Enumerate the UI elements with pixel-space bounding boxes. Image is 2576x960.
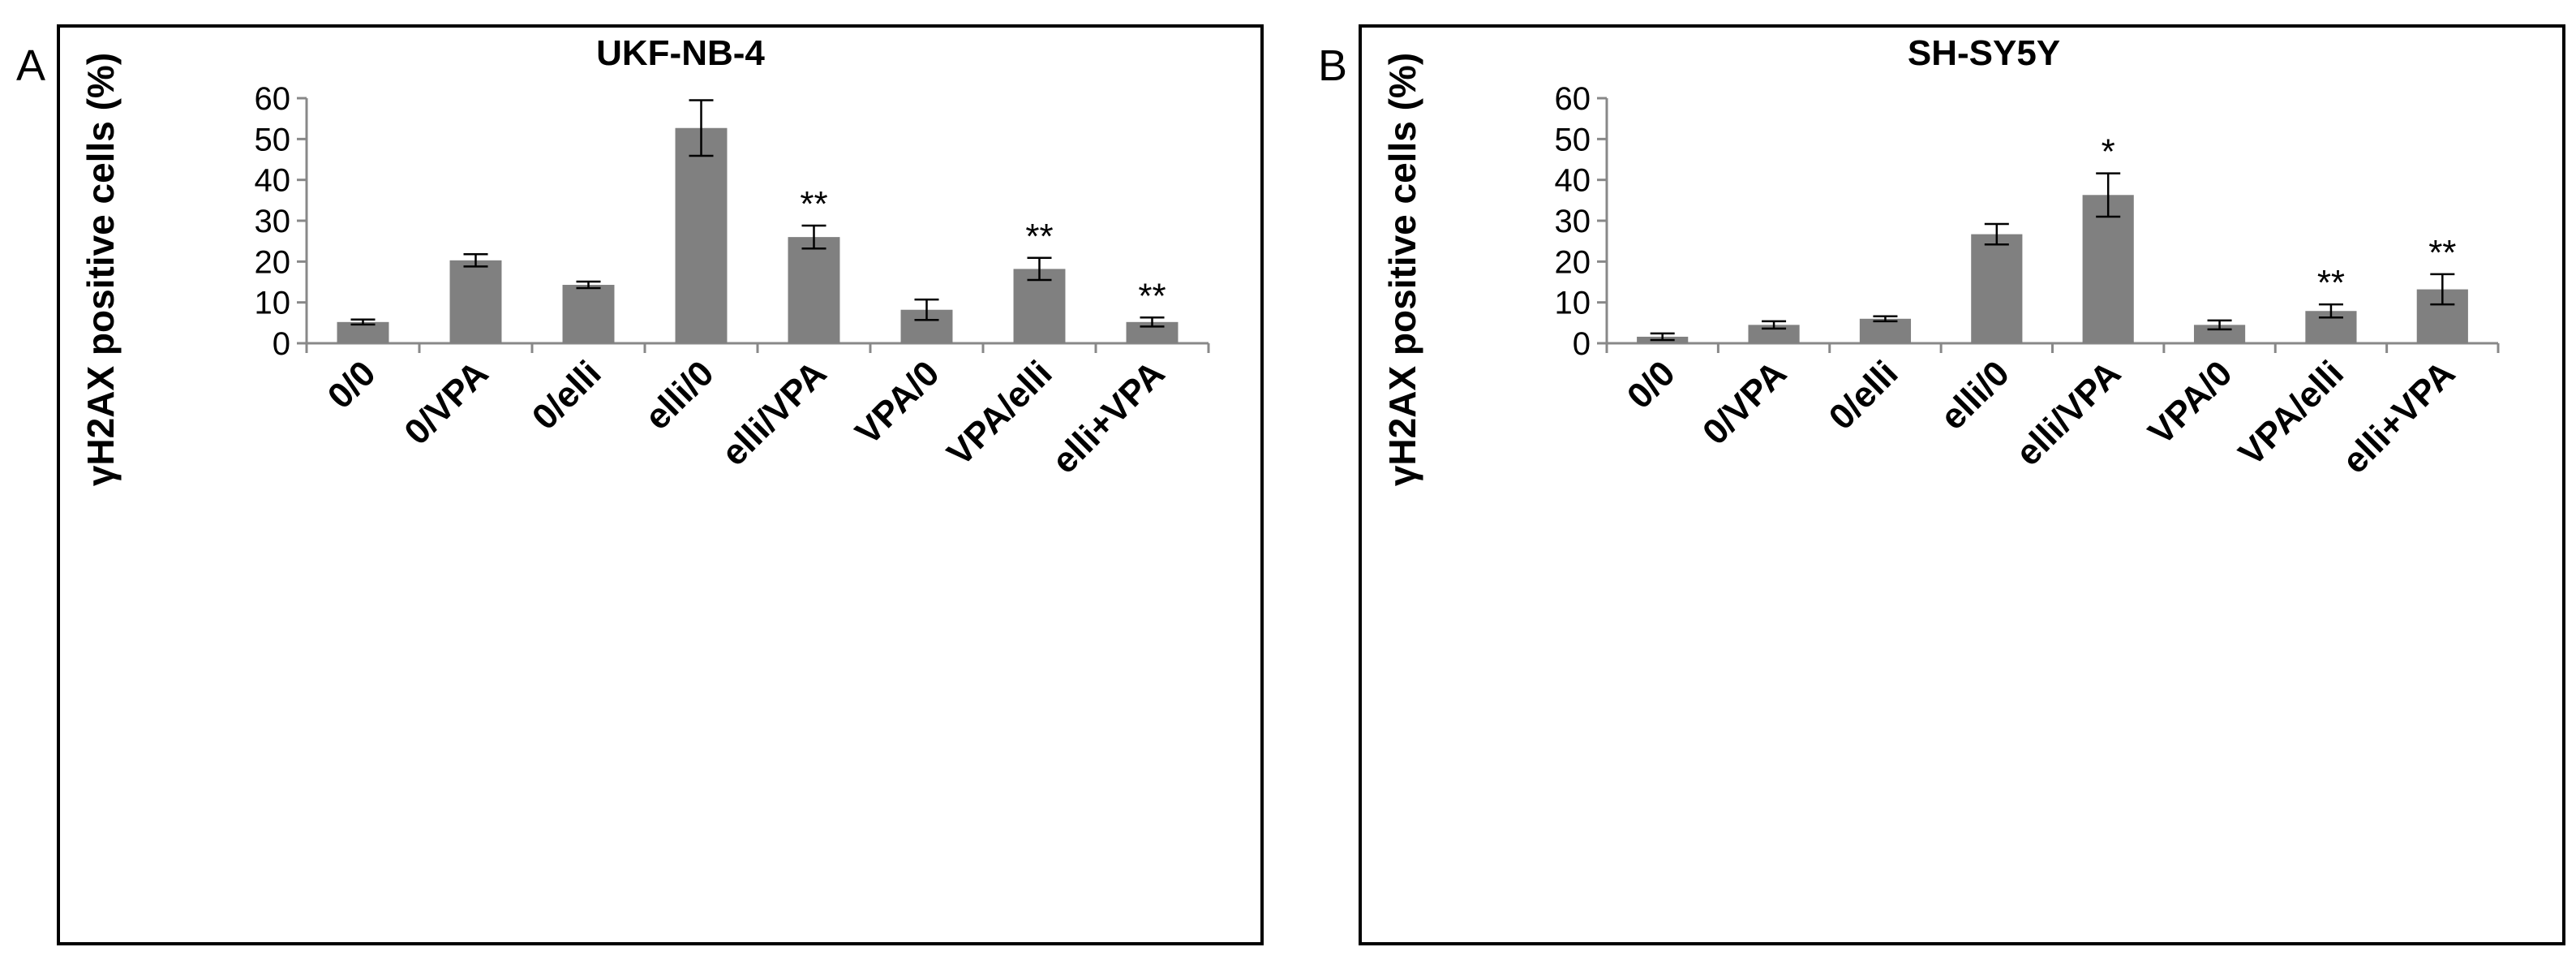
chart-b-y-tick-label: 20 (1555, 244, 1591, 280)
chart-a-category-label: 0/0 (320, 353, 384, 416)
chart-a-bar (562, 285, 615, 343)
chart-a-title: UKF-NB-4 (596, 33, 765, 73)
chart-frame-b (1359, 24, 2565, 945)
chart-a-bar (1013, 269, 1066, 343)
chart-a-significance-label: ** (1025, 217, 1053, 256)
chart-b-significance-label: * (2102, 132, 2115, 172)
chart-b-significance-label: ** (2317, 263, 2345, 303)
panel-label-a: A (16, 41, 46, 90)
chart-a-significance-label: ** (800, 184, 827, 224)
chart-a-category-label: VPA/elli (939, 353, 1059, 473)
chart-a-category-label: elli/VPA (714, 353, 834, 473)
chart-a-y-tick-label: 0 (273, 326, 290, 362)
chart-b-y-axis-label: γH2AX positive cells (%) (1381, 53, 1423, 486)
chart-b-category-label: 0/0 (1620, 353, 1683, 416)
chart-b-category-label: VPA/0 (2140, 353, 2239, 452)
chart-b-bar (1859, 318, 1912, 343)
chart-a-category-label: 0/VPA (397, 353, 496, 452)
chart-b-y-tick-label: 40 (1555, 163, 1591, 199)
chart-b-title: SH-SY5Y (1908, 33, 2060, 73)
chart-b-significance-label: ** (2428, 233, 2456, 273)
chart-a-category-label: VPA/0 (848, 353, 947, 452)
chart-a-bar (675, 127, 728, 343)
chart-b-category-label: 0/elli (1822, 353, 1906, 437)
chart-b-bar (2193, 325, 2246, 343)
chart-a-category-label: 0/elli (525, 353, 609, 437)
chart-b-bar (2082, 195, 2134, 343)
chart-b-category-label: VPA/elli (2231, 353, 2351, 473)
chart-a-y-tick-label: 60 (255, 81, 291, 117)
chart-b-category-label: elli/VPA (2008, 353, 2128, 473)
chart-a-y-tick-label: 10 (255, 286, 291, 321)
chart-a-bar (788, 237, 840, 343)
chart-b-category-label: elli/0 (1933, 353, 2017, 437)
chart-b-bar (1748, 325, 1800, 343)
chart-a-y-tick-label: 20 (255, 244, 291, 280)
chart-b-y-tick-label: 0 (1573, 326, 1591, 362)
chart-b-y-tick-label: 10 (1555, 286, 1591, 321)
chart-a-y-axis-label: γH2AX positive cells (%) (79, 53, 122, 486)
chart-a-category-label: elli/0 (638, 353, 722, 437)
chart-a-y-tick-label: 40 (255, 163, 291, 199)
chart-a-bar (449, 260, 502, 343)
chart-b-bar (1971, 234, 2023, 343)
chart-b-category-label: elli+VPA (2335, 353, 2463, 481)
panel-label-b: B (1318, 41, 1348, 90)
chart-a-bar (337, 321, 389, 343)
chart-a-y-tick-label: 30 (255, 204, 291, 239)
chart-a-significance-label: ** (1138, 276, 1166, 316)
chart-b-y-tick-label: 60 (1555, 81, 1591, 117)
chart-a-category-label: elli+VPA (1045, 353, 1173, 481)
chart-b-category-label: 0/VPA (1695, 353, 1794, 452)
chart-b-y-tick-label: 50 (1555, 122, 1591, 157)
chart-frame-a (57, 24, 1264, 945)
chart-a-y-tick-label: 50 (255, 122, 291, 157)
chart-b-y-tick-label: 30 (1555, 204, 1591, 239)
